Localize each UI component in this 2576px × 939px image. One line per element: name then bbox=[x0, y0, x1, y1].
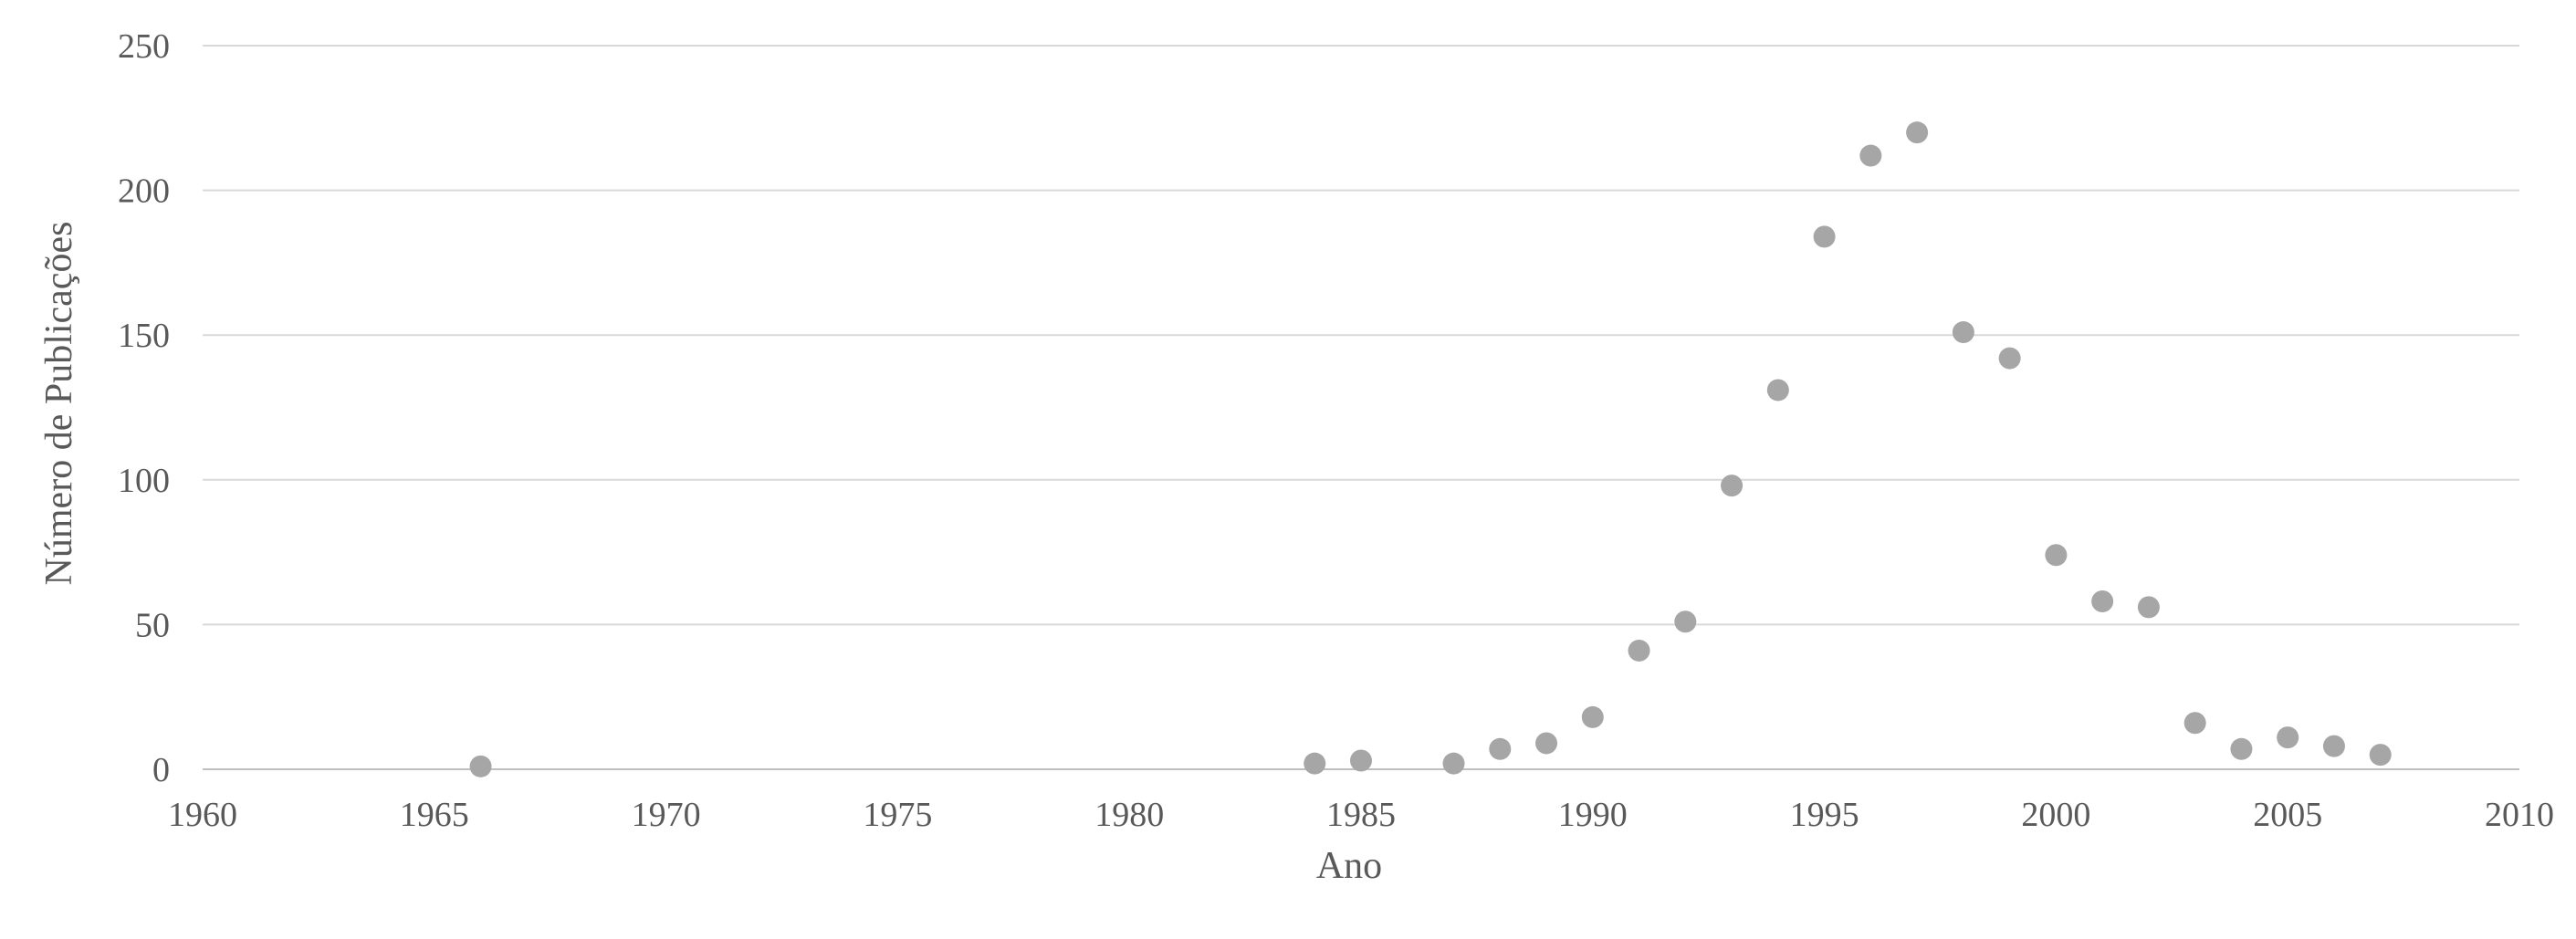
x-tick-label: 2005 bbox=[2253, 796, 2322, 834]
data-point bbox=[1906, 121, 1929, 144]
data-point bbox=[2230, 737, 2253, 760]
data-point bbox=[1998, 347, 2021, 370]
data-point bbox=[1304, 752, 1326, 775]
data-point bbox=[1350, 749, 1372, 772]
x-tick-label: 1965 bbox=[400, 796, 469, 834]
y-axis-title: Número de Publicações bbox=[38, 222, 80, 586]
x-tick-label: 1975 bbox=[863, 796, 932, 834]
data-point bbox=[2369, 744, 2392, 767]
data-point bbox=[1859, 144, 1882, 167]
x-tick-label: 1980 bbox=[1094, 796, 1164, 834]
data-point bbox=[1489, 737, 1512, 760]
y-tick-label: 250 bbox=[118, 27, 170, 66]
data-point bbox=[2183, 712, 2206, 735]
y-tick-label: 150 bbox=[118, 317, 170, 355]
x-axis-title: Ano bbox=[1316, 845, 1382, 887]
x-tick-label: 2000 bbox=[2021, 796, 2090, 834]
data-point bbox=[2277, 726, 2299, 749]
y-tick-label: 100 bbox=[118, 462, 170, 500]
x-tick-labels: 1960 1965 1970 1975 1980 1985 1990 1995 2000 2005… bbox=[168, 796, 2554, 834]
x-tick-label: 1995 bbox=[1790, 796, 1859, 834]
x-tick-label: 1970 bbox=[632, 796, 701, 834]
y-tick-label: 50 bbox=[135, 606, 170, 644]
data-point bbox=[1721, 475, 1744, 497]
data-point bbox=[2091, 590, 2114, 613]
data-point bbox=[1581, 705, 1604, 728]
data-points bbox=[469, 121, 2392, 777]
x-tick-label: 1990 bbox=[1558, 796, 1628, 834]
data-point bbox=[2322, 735, 2345, 757]
x-tick-label: 2010 bbox=[2485, 796, 2554, 834]
data-point bbox=[1674, 610, 1697, 633]
data-point bbox=[2045, 544, 2068, 567]
gridlines bbox=[203, 45, 2519, 770]
x-tick-label: 1985 bbox=[1326, 796, 1396, 834]
data-point bbox=[469, 755, 492, 777]
data-point bbox=[1813, 225, 1836, 248]
y-tick-labels: 0 50 100 150 200 250 bbox=[118, 27, 170, 789]
data-point bbox=[1535, 732, 1558, 755]
data-point bbox=[1628, 639, 1650, 662]
data-point bbox=[1766, 379, 1789, 402]
data-point bbox=[1442, 752, 1465, 775]
y-tick-label: 0 bbox=[152, 751, 170, 789]
x-tick-label: 1960 bbox=[168, 796, 237, 834]
y-tick-label: 200 bbox=[118, 172, 170, 211]
data-point bbox=[1952, 321, 1974, 344]
data-point bbox=[2137, 596, 2160, 619]
